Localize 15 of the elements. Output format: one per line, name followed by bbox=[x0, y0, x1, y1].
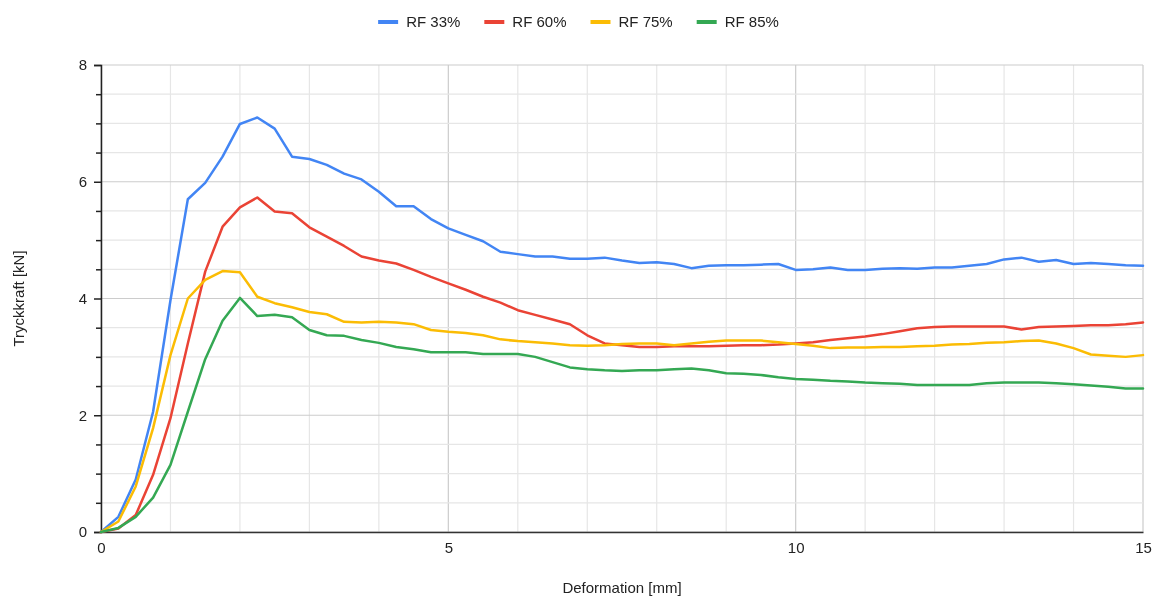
x-tick-label: 0 bbox=[97, 538, 106, 556]
x-tick-label: 15 bbox=[1135, 538, 1152, 556]
x-tick-label: 10 bbox=[787, 538, 805, 556]
y-tick-label: 6 bbox=[78, 173, 87, 191]
y-tick-label: 0 bbox=[78, 523, 87, 541]
legend-label: RF 85% bbox=[724, 13, 779, 30]
legend-label: RF 33% bbox=[406, 13, 461, 30]
y-tick-label: 4 bbox=[78, 289, 87, 307]
legend-label: RF 60% bbox=[512, 13, 567, 30]
y-tick-label: 8 bbox=[78, 56, 87, 74]
legend-label: RF 75% bbox=[618, 13, 673, 30]
x-axis-title: Deformation [mm] bbox=[562, 579, 682, 596]
y-axis-title: Tryckkraft [kN] bbox=[10, 250, 27, 347]
x-tick-label: 5 bbox=[444, 538, 454, 556]
y-tick-label: 2 bbox=[78, 406, 87, 424]
